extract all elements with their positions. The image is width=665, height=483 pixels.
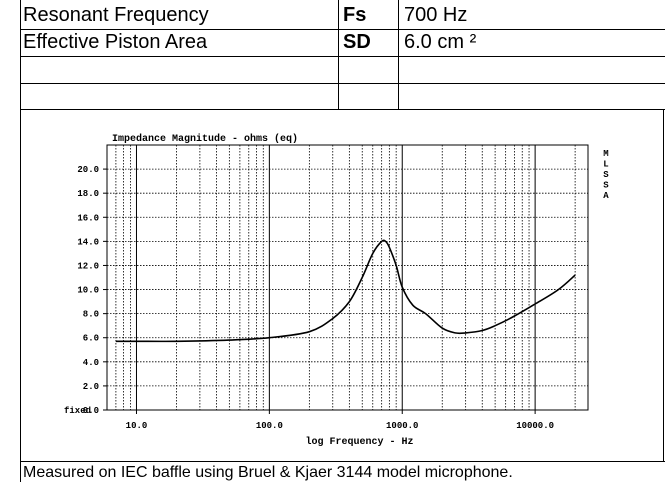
impedance-curve bbox=[115, 239, 576, 343]
y-tick-label: 14.0 bbox=[77, 237, 99, 247]
table-row-divider bbox=[20, 29, 665, 30]
symbol-sd: SD bbox=[343, 31, 371, 53]
x-tick-label: 10.0 bbox=[126, 421, 148, 431]
side-label-letter: S bbox=[603, 170, 609, 180]
value-fs: 700 Hz bbox=[404, 4, 468, 26]
side-label-letter: L bbox=[603, 160, 608, 170]
x-tick-label: 100.0 bbox=[256, 421, 283, 431]
y-tick-label: 10.0 bbox=[77, 286, 99, 296]
page-left-border bbox=[20, 0, 21, 482]
x-axis-label: log Frequency - Hz bbox=[305, 436, 413, 448]
table-row-divider bbox=[20, 56, 665, 57]
param-effective-piston-area: Effective Piston Area bbox=[23, 31, 208, 53]
y-tick-label: 18.0 bbox=[77, 189, 99, 199]
side-label-letter: S bbox=[603, 181, 609, 191]
table-col-divider bbox=[398, 0, 399, 110]
x-tick-label: 1000.0 bbox=[386, 421, 418, 431]
y-tick-label: 6.0 bbox=[83, 334, 99, 344]
y-tick-label: 12.0 bbox=[77, 261, 99, 271]
symbol-fs: Fs bbox=[343, 4, 367, 26]
y-axis-note: fixed bbox=[64, 406, 91, 416]
table-col-divider bbox=[338, 0, 339, 110]
y-tick-label: 20.0 bbox=[77, 165, 99, 175]
chart-title: Impedance Magnitude - ohms (eq) bbox=[112, 133, 298, 145]
y-tick-label: 0.0 bbox=[83, 406, 99, 416]
y-tick-label: 8.0 bbox=[83, 310, 99, 320]
y-tick-label: 16.0 bbox=[77, 213, 99, 223]
table-bottom-border bbox=[20, 109, 665, 110]
plot-frame bbox=[106, 144, 589, 411]
y-tick-label: 4.0 bbox=[83, 358, 99, 368]
chart-bottom-border bbox=[20, 461, 665, 462]
side-label-letter: A bbox=[603, 191, 609, 201]
param-resonant-frequency: Resonant Frequency bbox=[23, 4, 209, 26]
side-label-letter: M bbox=[603, 149, 608, 159]
value-sd: 6.0 cm ² bbox=[404, 31, 477, 53]
page-right-border bbox=[663, 109, 664, 462]
measurement-note: Measured on IEC baffle using Bruel & Kja… bbox=[23, 464, 513, 481]
x-tick-label: 10000.0 bbox=[516, 421, 554, 431]
table-row-divider bbox=[20, 83, 665, 84]
y-tick-label: 2.0 bbox=[83, 382, 99, 392]
